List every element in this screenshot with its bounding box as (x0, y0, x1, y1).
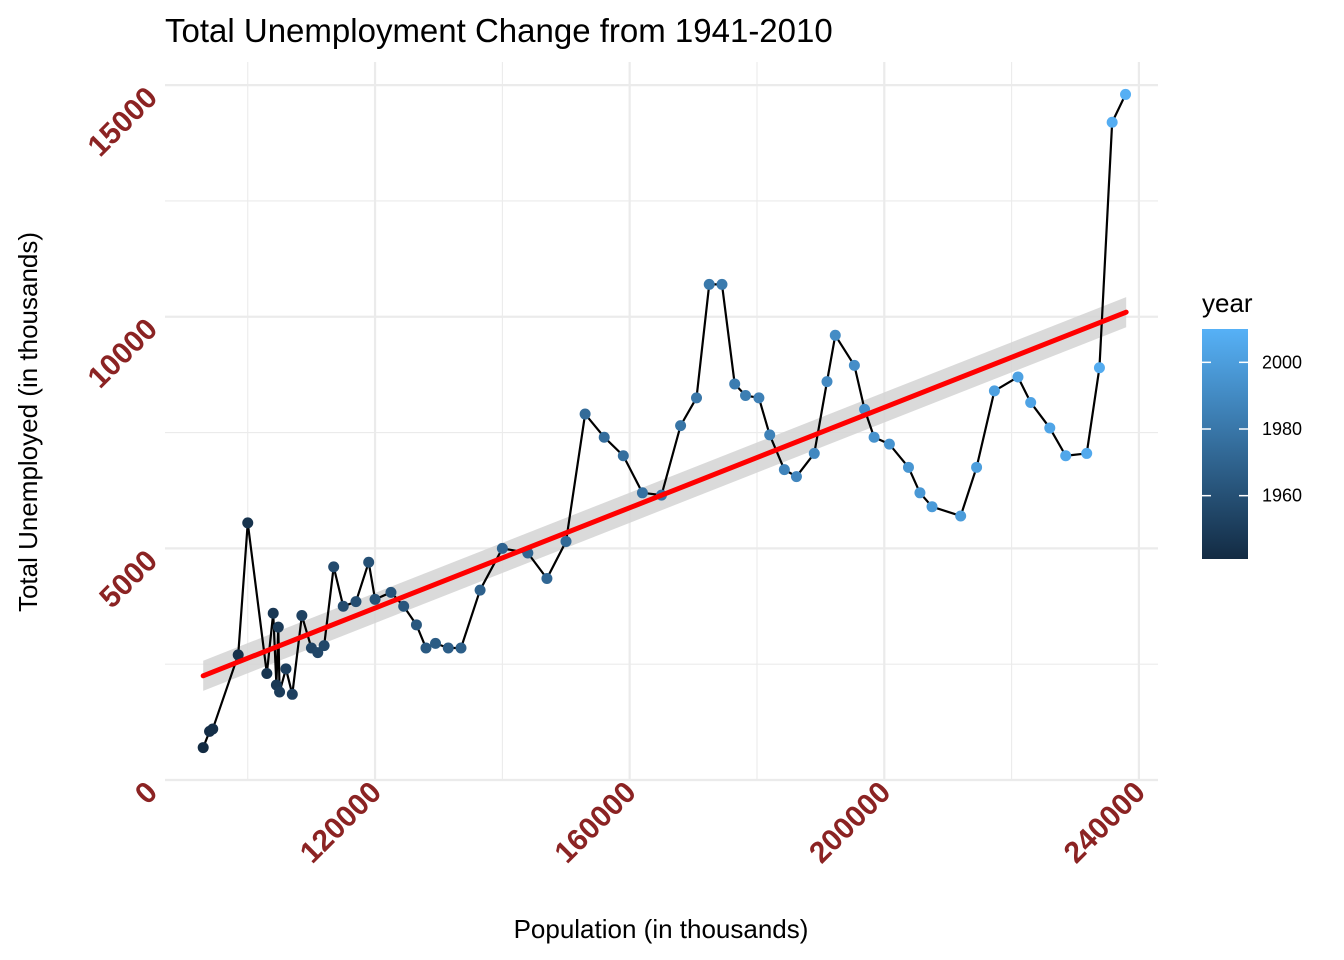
data-point (337, 600, 349, 612)
y-tick-label: 0 (129, 776, 164, 811)
data-point (579, 408, 591, 420)
x-tick-label: 160000 (549, 776, 643, 870)
data-point (753, 392, 765, 404)
legend-tick-label: 2000 (1262, 352, 1302, 372)
legend: year 1960 1980 2000 (1202, 288, 1302, 559)
data-point (617, 450, 629, 462)
data-point (455, 642, 467, 654)
series-path (202, 93, 1127, 748)
data-point (764, 429, 776, 441)
data-point (971, 461, 983, 473)
data-point (790, 471, 802, 483)
data-point (1060, 450, 1072, 462)
data-point (926, 501, 938, 513)
y-tick-label: 5000 (93, 544, 164, 615)
data-point (740, 390, 752, 402)
tick-labels: 120000 160000 200000 240000 0 5000 10000 15000 (82, 81, 1152, 870)
data-point (496, 542, 508, 554)
data-point (207, 723, 219, 735)
x-tick-label: 120000 (294, 776, 388, 870)
data-point (1093, 362, 1105, 374)
data-point (267, 607, 279, 619)
data-point (902, 461, 914, 473)
data-point (675, 420, 687, 432)
data-point (808, 447, 820, 459)
x-axis-label: Population (in thousands) (514, 914, 809, 944)
y-tick-label: 10000 (82, 312, 164, 394)
x-tick-label: 200000 (803, 776, 897, 870)
gridlines (165, 62, 1158, 782)
data-point (385, 586, 397, 598)
data-point (703, 278, 715, 290)
data-point (398, 600, 410, 612)
data-point (541, 572, 553, 584)
trend-line (200, 309, 1129, 679)
data-point (197, 742, 209, 754)
data-point (883, 438, 895, 450)
data-point (232, 649, 244, 661)
data-point (312, 647, 324, 659)
data-point (716, 278, 728, 290)
y-axis-label: Total Unemployed (in thousands) (13, 232, 43, 612)
data-point (1081, 447, 1093, 459)
data-point (474, 584, 486, 596)
data-point (1106, 116, 1118, 128)
data-point (821, 376, 833, 388)
data-point (829, 329, 841, 341)
data-point (318, 640, 330, 652)
data-point (560, 535, 572, 547)
data-point (296, 610, 308, 622)
data-point (442, 642, 454, 654)
data-point (261, 667, 273, 679)
data-points (197, 88, 1132, 754)
x-tick-label: 240000 (1058, 776, 1152, 870)
data-point (350, 596, 362, 608)
data-point (778, 464, 790, 476)
data-point (598, 431, 610, 443)
data-point (636, 487, 648, 499)
data-point (242, 517, 254, 529)
data-point (369, 593, 381, 605)
legend-title: year (1202, 288, 1253, 318)
data-point (1120, 88, 1132, 100)
data-point (691, 392, 703, 404)
data-point (1012, 371, 1024, 383)
data-point (430, 637, 442, 649)
data-point (410, 619, 422, 631)
data-point (868, 431, 880, 443)
connecting-line (202, 93, 1127, 748)
legend-colorbar (1202, 329, 1248, 559)
legend-ticks: 1960 1980 2000 (1202, 352, 1302, 506)
data-point (955, 510, 967, 522)
data-point (328, 561, 340, 573)
data-point (286, 688, 298, 700)
chart-title: Total Unemployment Change from 1941-2010 (165, 12, 833, 49)
y-tick-label: 15000 (82, 81, 164, 163)
data-point (729, 378, 741, 390)
data-point (1025, 396, 1037, 408)
data-point (848, 359, 860, 371)
data-point (274, 686, 286, 698)
data-point (914, 487, 926, 499)
legend-tick-label: 1960 (1262, 486, 1302, 506)
trend-line-path (200, 309, 1129, 679)
data-point (1044, 422, 1056, 434)
data-point (280, 663, 292, 675)
data-point (988, 385, 1000, 397)
data-point (420, 642, 432, 654)
legend-tick-label: 1980 (1262, 419, 1302, 439)
data-point (363, 556, 375, 568)
data-point (272, 621, 284, 633)
